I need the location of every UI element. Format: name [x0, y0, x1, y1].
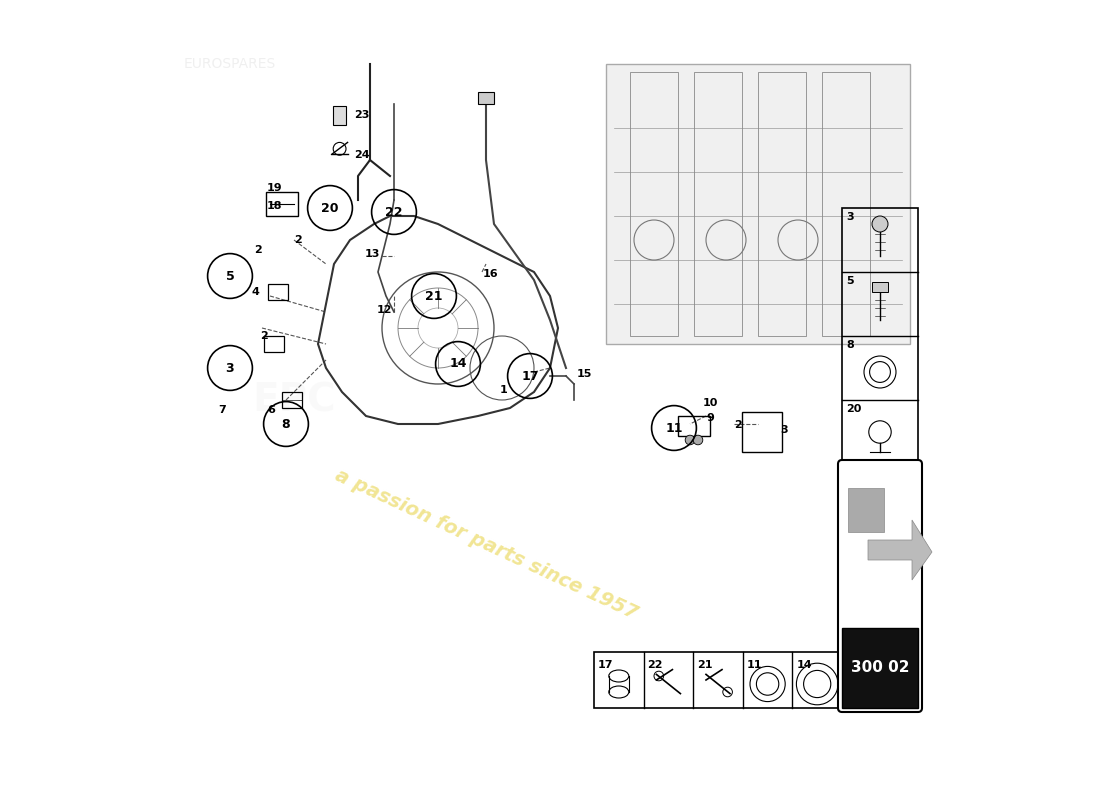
- Bar: [606, 64, 910, 344]
- Text: 5: 5: [846, 276, 854, 286]
- Text: 300 02: 300 02: [850, 661, 910, 675]
- Bar: [842, 208, 918, 464]
- Text: 3: 3: [846, 212, 854, 222]
- Text: 3: 3: [226, 362, 234, 374]
- Circle shape: [685, 435, 695, 445]
- Text: 13: 13: [365, 250, 381, 259]
- Bar: [594, 652, 842, 708]
- Text: 4: 4: [252, 287, 260, 297]
- Text: 22: 22: [648, 660, 663, 670]
- Text: 10: 10: [702, 398, 717, 408]
- Text: 14: 14: [449, 358, 466, 370]
- Text: 14: 14: [796, 660, 812, 670]
- Text: EPC: EPC: [252, 381, 336, 419]
- Circle shape: [693, 435, 703, 445]
- Text: 21: 21: [426, 290, 442, 302]
- Text: 7: 7: [218, 405, 226, 414]
- Text: 17: 17: [521, 370, 539, 382]
- Bar: [282, 392, 303, 408]
- Text: 2: 2: [254, 245, 262, 254]
- Text: 8: 8: [846, 340, 854, 350]
- Bar: [268, 284, 288, 300]
- Text: 1: 1: [499, 386, 507, 395]
- Text: 11: 11: [666, 422, 683, 434]
- Text: 8: 8: [282, 418, 290, 430]
- Text: 24: 24: [354, 150, 370, 160]
- Polygon shape: [868, 520, 932, 580]
- Text: 23: 23: [354, 110, 370, 120]
- Bar: [842, 628, 918, 708]
- Text: 2: 2: [734, 420, 741, 430]
- Bar: [694, 72, 743, 336]
- Bar: [678, 416, 710, 436]
- Text: 6: 6: [267, 405, 275, 414]
- Bar: [822, 72, 870, 336]
- FancyBboxPatch shape: [838, 460, 922, 712]
- Text: a passion for parts since 1957: a passion for parts since 1957: [332, 466, 640, 622]
- Text: 3: 3: [781, 425, 789, 434]
- Text: EUROSPARES: EUROSPARES: [184, 57, 276, 71]
- Text: 15: 15: [576, 369, 592, 378]
- Circle shape: [872, 216, 888, 232]
- Bar: [266, 192, 298, 216]
- Text: 12: 12: [376, 306, 392, 315]
- Text: 20: 20: [846, 404, 861, 414]
- Text: 21: 21: [697, 660, 713, 670]
- Text: 2: 2: [294, 235, 301, 245]
- Text: 16: 16: [482, 270, 498, 279]
- Bar: [758, 72, 806, 336]
- Text: 20: 20: [321, 202, 339, 214]
- Bar: [264, 336, 285, 352]
- Text: 9: 9: [706, 413, 714, 422]
- Bar: [478, 92, 494, 104]
- Bar: [848, 488, 884, 532]
- Text: 2: 2: [260, 331, 267, 341]
- Bar: [872, 282, 888, 292]
- Bar: [630, 72, 678, 336]
- Text: 11: 11: [747, 660, 762, 670]
- Text: 17: 17: [598, 660, 614, 670]
- Bar: [333, 106, 346, 125]
- Text: 18: 18: [266, 202, 282, 211]
- Text: 19: 19: [266, 183, 282, 193]
- Bar: [742, 412, 782, 452]
- Text: 22: 22: [385, 206, 403, 218]
- Text: 5: 5: [226, 270, 234, 282]
